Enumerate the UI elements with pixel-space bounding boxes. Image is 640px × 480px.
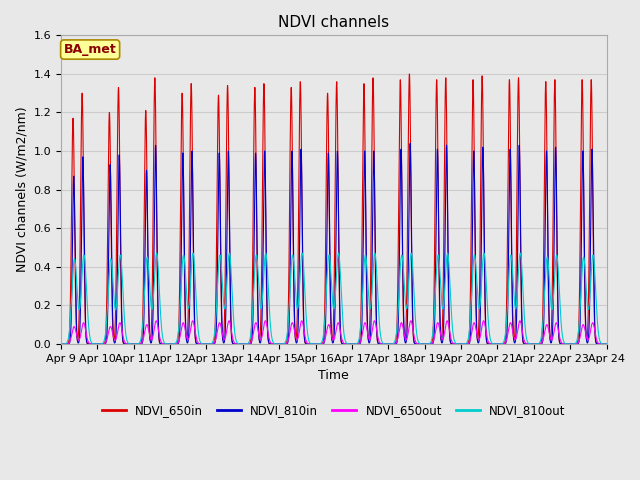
NDVI_650in (406, 71, 413, 77)
NDVI_650out (516, 318, 524, 324)
NDVI_810out (168, 341, 176, 347)
Title: NDVI channels: NDVI channels (278, 15, 389, 30)
NDVI_810in (168, 341, 176, 347)
X-axis label: Time: Time (318, 369, 349, 382)
NDVI_810out (57, 341, 65, 347)
NDVI_810in (174, 341, 182, 347)
NDVI_650out (603, 341, 611, 347)
NDVI_810out (174, 334, 182, 340)
Y-axis label: NDVI channels (W/m2/nm): NDVI channels (W/m2/nm) (15, 107, 28, 273)
NDVI_650in (409, 329, 417, 335)
NDVI_650in (261, 163, 269, 168)
NDVI_810out (261, 252, 269, 258)
NDVI_810out (601, 341, 609, 347)
NDVI_810in (406, 141, 414, 146)
NDVI_650in (601, 341, 609, 347)
NDVI_650in (603, 341, 611, 347)
NDVI_650out (261, 318, 269, 324)
NDVI_650out (409, 326, 417, 332)
NDVI_810out (409, 268, 417, 274)
Legend: NDVI_650in, NDVI_810in, NDVI_650out, NDVI_810out: NDVI_650in, NDVI_810in, NDVI_650out, NDV… (97, 399, 570, 421)
Line: NDVI_650in: NDVI_650in (61, 74, 607, 344)
NDVI_650out (601, 341, 609, 347)
NDVI_650out (57, 341, 65, 347)
NDVI_650in (486, 341, 494, 347)
NDVI_810out (516, 250, 524, 256)
NDVI_650in (174, 338, 182, 344)
NDVI_810in (603, 341, 611, 347)
NDVI_650in (57, 341, 65, 347)
NDVI_810in (57, 341, 65, 347)
Line: NDVI_650out: NDVI_650out (61, 321, 607, 344)
NDVI_810out (603, 341, 611, 347)
NDVI_810in (601, 341, 609, 347)
NDVI_810in (261, 164, 269, 169)
NDVI_810in (409, 324, 417, 329)
NDVI_650in (168, 341, 176, 347)
NDVI_650out (174, 340, 182, 346)
NDVI_810in (486, 341, 494, 347)
NDVI_650out (486, 341, 494, 347)
NDVI_810out (486, 336, 494, 342)
NDVI_650out (168, 341, 176, 347)
Text: BA_met: BA_met (64, 43, 116, 56)
Line: NDVI_810in: NDVI_810in (61, 144, 607, 344)
Line: NDVI_810out: NDVI_810out (61, 253, 607, 344)
